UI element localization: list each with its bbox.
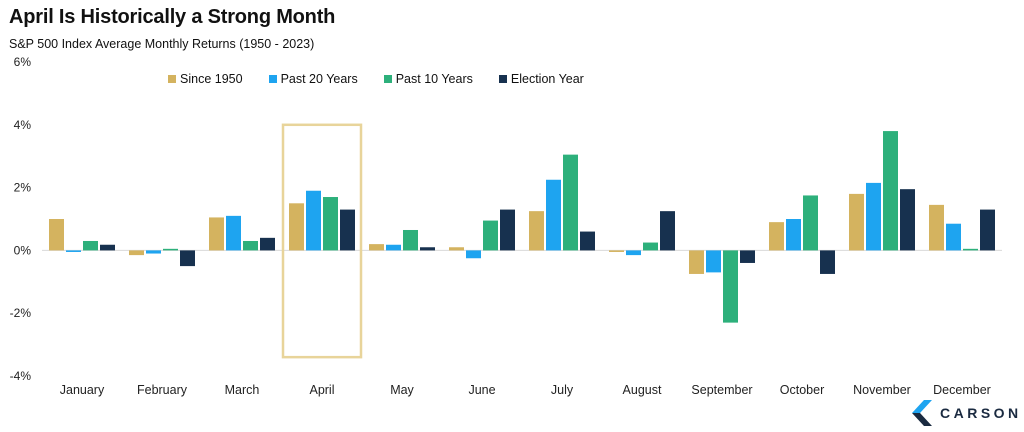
bar xyxy=(740,250,755,263)
x-category-label: October xyxy=(780,383,824,397)
bar xyxy=(980,209,995,251)
bar xyxy=(946,223,961,251)
legend-label: Since 1950 xyxy=(180,72,243,86)
bar xyxy=(100,244,115,251)
bar xyxy=(129,250,144,256)
bar xyxy=(820,250,835,274)
bar xyxy=(546,179,561,251)
bar xyxy=(849,193,864,251)
bar xyxy=(500,209,515,251)
bar xyxy=(963,248,978,251)
x-category-label: February xyxy=(137,383,188,397)
bar xyxy=(306,190,321,251)
bar xyxy=(786,219,801,251)
y-tick-label: 4% xyxy=(14,118,32,132)
bar xyxy=(563,154,578,251)
bar xyxy=(900,189,915,251)
bar xyxy=(180,250,195,267)
x-category-label: May xyxy=(390,383,414,397)
bar xyxy=(706,250,721,273)
bar xyxy=(260,237,275,251)
bar xyxy=(146,250,161,254)
x-category-label: December xyxy=(933,383,991,397)
chart-subtitle: S&P 500 Index Average Monthly Returns (1… xyxy=(9,37,315,51)
bar xyxy=(529,211,544,251)
legend-label: Election Year xyxy=(510,72,584,86)
bar xyxy=(226,215,241,251)
bar xyxy=(420,247,435,251)
chart-legend: Since 1950 Past 20 Years Past 10 Years Elec… xyxy=(168,72,610,86)
legend-swatch xyxy=(268,75,277,83)
legend-swatch xyxy=(168,75,176,83)
legend-item: Past 10 Years xyxy=(383,72,473,86)
x-category-label: July xyxy=(551,383,574,397)
april-highlight-box xyxy=(281,123,363,359)
bar xyxy=(483,220,498,251)
bar xyxy=(660,211,675,251)
y-tick-label: 2% xyxy=(14,181,32,195)
bar xyxy=(626,250,641,256)
legend-swatch xyxy=(383,75,392,83)
bar xyxy=(386,244,401,251)
x-category-label: September xyxy=(691,383,752,397)
legend-label: Past 10 Years xyxy=(395,72,473,86)
x-category-label: June xyxy=(468,383,495,397)
legend-label: Past 20 Years xyxy=(280,72,358,86)
bar xyxy=(803,195,818,251)
x-category-label: April xyxy=(309,383,334,397)
bar xyxy=(723,250,738,323)
y-tick-label: 6% xyxy=(14,55,32,69)
bar xyxy=(403,229,418,251)
legend-item: Since 1950 xyxy=(168,72,243,86)
x-category-label: November xyxy=(853,383,911,397)
bar xyxy=(689,250,704,274)
bar xyxy=(769,222,784,251)
bar xyxy=(163,248,178,251)
bar xyxy=(289,203,304,251)
bar xyxy=(449,247,464,251)
bar xyxy=(580,231,595,251)
y-tick-label: -4% xyxy=(10,369,32,383)
legend-item: Past 20 Years xyxy=(268,72,358,86)
bar xyxy=(83,240,98,251)
carson-logo: CARSON xyxy=(912,400,1022,426)
bar xyxy=(340,209,355,251)
legend-swatch xyxy=(498,75,507,83)
bar xyxy=(883,131,898,251)
logo-text: CARSON xyxy=(940,405,1022,421)
chart-title: April Is Historically a Strong Month xyxy=(9,6,336,28)
x-category-label: March xyxy=(225,383,260,397)
bar xyxy=(929,204,944,251)
bar xyxy=(66,250,81,252)
legend-item: Election Year xyxy=(498,72,584,86)
x-category-label: August xyxy=(623,383,662,397)
y-tick-label: -2% xyxy=(10,306,32,320)
bar xyxy=(866,182,881,251)
y-tick-label: 0% xyxy=(14,243,32,257)
bar xyxy=(243,240,258,251)
carson-c-logo-icon xyxy=(912,400,932,426)
bar xyxy=(643,242,658,251)
bar xyxy=(369,244,384,251)
bar xyxy=(209,217,224,251)
bar xyxy=(466,250,481,259)
bar xyxy=(323,197,338,251)
bar xyxy=(49,219,64,251)
bar xyxy=(609,250,624,252)
x-category-label: January xyxy=(60,383,105,397)
